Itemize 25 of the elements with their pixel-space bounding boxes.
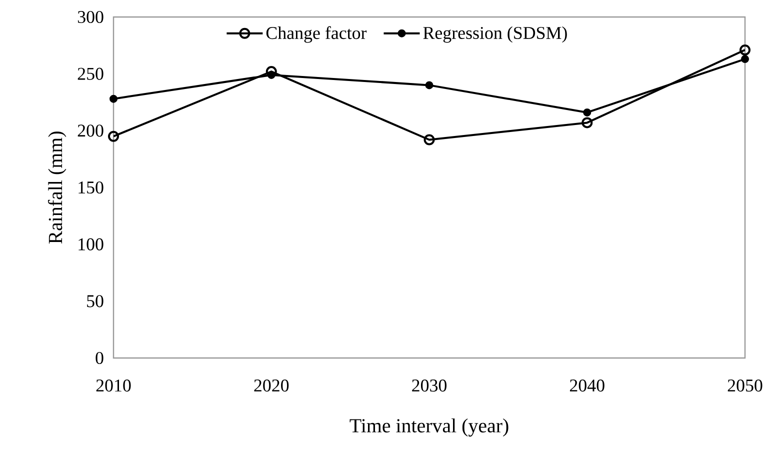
y-axis-title: Rainfall (mm) <box>48 132 66 244</box>
y-tick-label: 250 <box>78 68 104 80</box>
legend-label: Change factor <box>266 26 367 43</box>
y-tick-label: 50 <box>87 295 104 308</box>
x-axis-title: Time interval (year) <box>350 418 508 437</box>
y-tick-label: 150 <box>78 181 104 194</box>
x-tick-label: 2010 <box>96 380 131 392</box>
point <box>108 130 120 142</box>
point <box>424 134 435 146</box>
point <box>740 44 751 56</box>
x-tick-label: 2050 <box>728 380 762 392</box>
x-tick-label: 2020 <box>254 380 289 392</box>
point <box>741 55 750 64</box>
point <box>583 108 592 116</box>
y-tick-label: 300 <box>78 10 104 24</box>
x-tick-label: 2040 <box>570 380 604 392</box>
y-tick-label: 0 <box>96 352 104 364</box>
point <box>425 81 434 90</box>
y-tick-label: 200 <box>78 124 104 137</box>
legend-label: Regression (SDSM) <box>423 26 567 43</box>
point <box>267 70 276 79</box>
x-tick-label: 2030 <box>412 380 447 392</box>
point <box>110 94 118 103</box>
point <box>582 117 593 128</box>
y-tick-label: 100 <box>78 238 104 250</box>
